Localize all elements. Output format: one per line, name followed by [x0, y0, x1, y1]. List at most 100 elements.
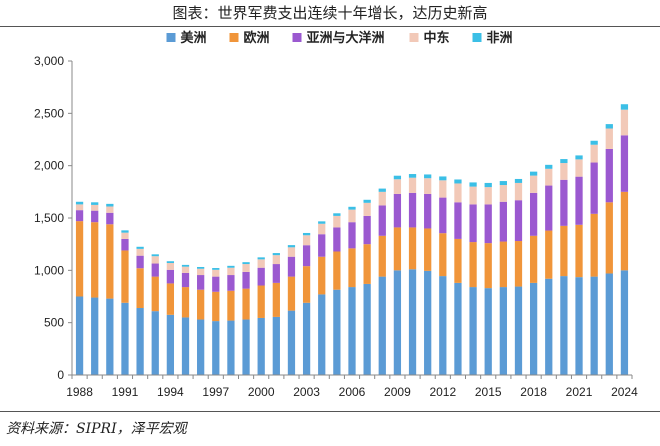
bar-segment-africa-2024 [620, 104, 629, 110]
bar-segment-europe-1990 [106, 224, 114, 299]
bar-segment-americas-2009 [393, 270, 402, 375]
bar-segment-asia-1994 [166, 269, 175, 284]
bar-segment-middle-east-1992 [136, 248, 144, 256]
legend-label-middle-east: 中东 [424, 30, 450, 46]
bar-segment-africa-2008 [378, 188, 386, 192]
bar-segment-asia-2009 [393, 193, 402, 228]
bar-segment-europe-2006 [348, 248, 356, 288]
bar-segment-asia-1996 [197, 275, 205, 290]
bar-segment-middle-east-1991 [121, 232, 129, 239]
bar-segment-asia-2019 [545, 185, 553, 231]
bar-segment-americas-1991 [121, 302, 129, 375]
legend-swatch-europe [229, 33, 239, 42]
bar-segment-europe-2002 [287, 276, 296, 311]
bar-segment-africa-1994 [166, 261, 175, 264]
bar-segment-europe-2013 [454, 238, 462, 283]
bar-segment-middle-east-2000 [257, 259, 265, 268]
bar-segment-asia-1998 [227, 275, 235, 291]
x-tick-label: 2009 [384, 385, 411, 399]
bar-segment-asia-2017 [514, 200, 523, 242]
bar-segment-americas-2012 [439, 276, 447, 375]
bar-segment-americas-2001 [272, 316, 280, 375]
bar-segment-europe-1997 [212, 291, 220, 322]
bar-segment-middle-east-2011 [424, 178, 432, 194]
bar-segment-middle-east-2013 [454, 183, 462, 203]
bar-segment-africa-2009 [393, 175, 402, 180]
bar-segment-africa-1992 [136, 246, 144, 249]
bar-segment-asia-2011 [424, 193, 432, 229]
bar-segment-europe-1999 [242, 288, 250, 320]
bar-segment-middle-east-2020 [560, 163, 568, 180]
bar-segment-europe-1995 [181, 287, 190, 318]
bar-segment-africa-2017 [514, 178, 523, 183]
bar-segment-americas-1993 [151, 311, 159, 375]
bar-segment-middle-east-2006 [348, 209, 356, 223]
bar-segment-africa-2000 [257, 257, 265, 260]
bar-segment-asia-1992 [136, 255, 144, 269]
x-tick-label: 1991 [112, 385, 139, 399]
bar-segment-asia-2007 [363, 215, 371, 245]
bar-segment-americas-2003 [302, 302, 311, 375]
y-tick-label: 3,000 [34, 54, 64, 68]
bar-segment-europe-1996 [197, 289, 205, 320]
bar-segment-africa-1990 [106, 203, 114, 207]
bar-segment-europe-2020 [560, 225, 568, 277]
bar-segment-americas-2013 [454, 282, 462, 375]
bar-segment-middle-east-1988 [75, 204, 84, 211]
title-divider [0, 26, 660, 27]
bar-segment-europe-2012 [439, 233, 447, 277]
bar-segment-europe-2016 [499, 241, 507, 288]
bar-segment-asia-1997 [212, 276, 220, 292]
bar-segment-africa-2007 [363, 199, 371, 203]
bar-segment-africa-2014 [469, 182, 477, 187]
bar-segment-americas-2011 [424, 270, 432, 375]
bar-segment-asia-2023 [605, 148, 613, 203]
bar-segment-africa-2020 [560, 159, 568, 164]
bar-segment-middle-east-1995 [181, 266, 190, 273]
legend-label-africa: 非洲 [487, 30, 513, 46]
bar-segment-africa-2019 [545, 164, 553, 169]
bar-segment-americas-2002 [287, 310, 296, 375]
bar-segment-middle-east-2012 [439, 180, 447, 198]
stacked-bar-chart: 美洲 欧洲 亚洲与大洋洲 中东 非洲 0 500 1,000 1,500 2,000 2,500 3… [34, 30, 638, 399]
bar-segment-asia-2005 [333, 227, 341, 252]
bar-segment-americas-1994 [166, 314, 175, 375]
bar-segment-africa-2002 [287, 245, 296, 248]
bar-segment-asia-1993 [151, 263, 159, 277]
bar-segment-africa-2001 [272, 253, 280, 256]
bar-segment-europe-2015 [484, 243, 492, 289]
bar-segment-americas-1992 [136, 308, 144, 375]
bar-segment-africa-2021 [575, 155, 583, 160]
bar-segment-asia-2001 [272, 264, 280, 283]
legend-swatch-middle-east [409, 33, 419, 42]
bar-segment-middle-east-2007 [363, 202, 371, 216]
bar-segment-middle-east-2003 [302, 235, 311, 246]
bar-segment-asia-2003 [302, 245, 311, 267]
bar-segment-asia-1990 [106, 212, 114, 225]
bar-segment-middle-east-2024 [620, 109, 629, 136]
y-tick-label: 1,000 [34, 263, 64, 277]
bar-segment-asia-2008 [378, 205, 386, 236]
bar-segment-europe-2024 [620, 191, 629, 271]
bar-segment-africa-2015 [484, 182, 492, 188]
x-tick-label: 1994 [157, 385, 184, 399]
y-tick-label: 2,000 [34, 159, 64, 173]
x-tick-label: 2018 [520, 385, 547, 399]
x-tick-label: 2021 [566, 385, 593, 399]
legend-swatch-americas [166, 33, 176, 42]
bar-segment-middle-east-2023 [605, 128, 613, 149]
bar-segment-europe-1992 [136, 268, 144, 309]
bar-segment-africa-1991 [121, 230, 129, 233]
bar-segment-africa-2023 [605, 124, 613, 129]
bar-segment-middle-east-1994 [166, 263, 175, 270]
bar-segment-americas-2006 [348, 287, 356, 375]
bar-segment-americas-2004 [318, 294, 326, 375]
bar-segment-europe-2000 [257, 285, 265, 318]
bar-segment-americas-2008 [378, 276, 386, 375]
legend-label-europe: 欧洲 [244, 30, 270, 46]
bar-segment-europe-2014 [469, 242, 477, 288]
bar-segment-asia-2014 [469, 204, 477, 243]
bar-segment-asia-2022 [590, 162, 598, 214]
bar-segment-asia-2018 [529, 192, 538, 236]
bar-segment-asia-1989 [91, 210, 99, 223]
